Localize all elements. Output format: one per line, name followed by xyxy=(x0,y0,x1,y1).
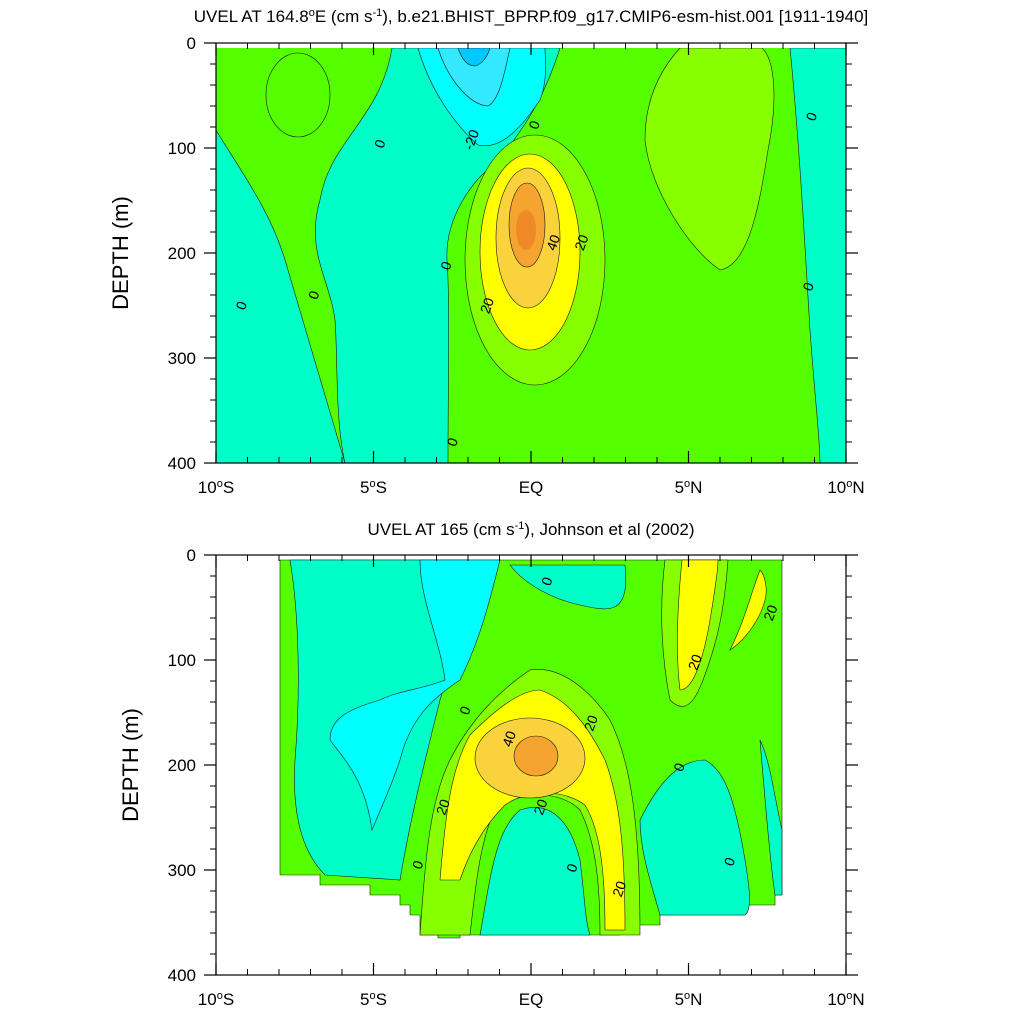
x-tick-label: EQ xyxy=(519,990,544,1009)
y-axis-label: DEPTH (m) xyxy=(118,708,143,822)
model-panel: UVEL AT 164.8oE (cm s-1), b.e21.BHIST_BP… xyxy=(108,7,868,497)
contour-region-10 xyxy=(644,47,775,271)
contour-label: 20 xyxy=(477,295,497,315)
contour-region-neg10 xyxy=(639,759,750,916)
y-tick-label: 0 xyxy=(187,546,196,565)
contour-region-neg10 xyxy=(789,47,846,463)
title-text: E (cm s xyxy=(315,7,373,26)
y-tick-label: 100 xyxy=(168,139,196,158)
contour-region-neg10 xyxy=(479,807,591,936)
y-tick-label: 300 xyxy=(168,349,196,368)
contour-region-peak xyxy=(516,210,536,250)
x-tick-label: 5oS xyxy=(360,990,387,1009)
title-text: ), b.e21.BHIST_BPRP.f09_g17.CMIP6-esm-hi… xyxy=(382,7,868,26)
panel-title: UVEL AT 164.8oE (cm s-1), b.e21.BHIST_BP… xyxy=(194,7,869,26)
contour-label: 40 xyxy=(499,728,519,748)
contour-region-neg10 xyxy=(509,564,627,610)
contour-region-40 xyxy=(513,735,559,777)
x-tick-label: 10oS xyxy=(198,478,234,497)
contour-fill xyxy=(279,559,783,939)
y-tick-label: 200 xyxy=(168,244,196,263)
contour-region-neg30 xyxy=(437,47,511,107)
x-tick-label: EQ xyxy=(519,478,544,497)
title-superscript: o xyxy=(309,7,315,19)
title-text: UVEL AT 164.8 xyxy=(194,7,309,26)
contour-label: 20 xyxy=(685,652,705,672)
y-tick-label: 0 xyxy=(187,34,196,53)
tick-layer: 10oS 5oS EQ 5oN 10oN 0 100 200 300 400 xyxy=(168,34,865,497)
y-tick-label: 200 xyxy=(168,756,196,775)
tick-layer: 10oS 5oS EQ 5oN 10oN 0 100 200 300 400 xyxy=(168,546,865,1009)
title-text: UVEL AT 165 (cm s xyxy=(368,520,515,539)
contour-label: 20 xyxy=(433,797,453,817)
contour-fill xyxy=(216,43,846,463)
contour-label: 20 xyxy=(530,797,550,817)
contour-region-neg10 xyxy=(759,739,783,896)
y-tick-label: 300 xyxy=(168,861,196,880)
x-tick-label: 10oN xyxy=(827,478,864,497)
x-tick-label: 5oN xyxy=(675,478,703,497)
observation-panel: UVEL AT 165 (cm s-1), Johnson et al (200… xyxy=(118,520,865,1009)
panel-title: UVEL AT 165 (cm s-1), Johnson et al (200… xyxy=(368,520,695,539)
contour-label: 20 xyxy=(760,602,780,622)
title-text: ), Johnson et al (2002) xyxy=(524,520,694,539)
contour-region-20 xyxy=(677,559,719,691)
title-superscript: -1 xyxy=(372,7,382,19)
contour-label: 20 xyxy=(571,232,591,252)
title-superscript: -1 xyxy=(515,520,525,532)
contour-label: -20 xyxy=(460,127,482,152)
y-tick-label: 100 xyxy=(168,651,196,670)
contour-label: 20 xyxy=(609,879,629,899)
y-tick-label: 400 xyxy=(168,454,196,473)
x-tick-label: 10oS xyxy=(198,990,234,1009)
x-tick-label: 10oN xyxy=(827,990,864,1009)
contour-region-20 xyxy=(729,569,767,651)
contour-region-neg10 xyxy=(216,129,346,463)
y-axis-label: DEPTH (m) xyxy=(108,196,133,310)
y-tick-label: 400 xyxy=(168,966,196,985)
contour-region-neg40 xyxy=(457,47,491,67)
contour-label: 40 xyxy=(543,232,563,252)
x-tick-label: 5oS xyxy=(360,478,387,497)
contour-region-0 xyxy=(265,52,331,138)
x-tick-label: 5oN xyxy=(675,990,703,1009)
contour-label: 20 xyxy=(581,713,601,733)
contour-region-neg20 xyxy=(329,559,501,832)
